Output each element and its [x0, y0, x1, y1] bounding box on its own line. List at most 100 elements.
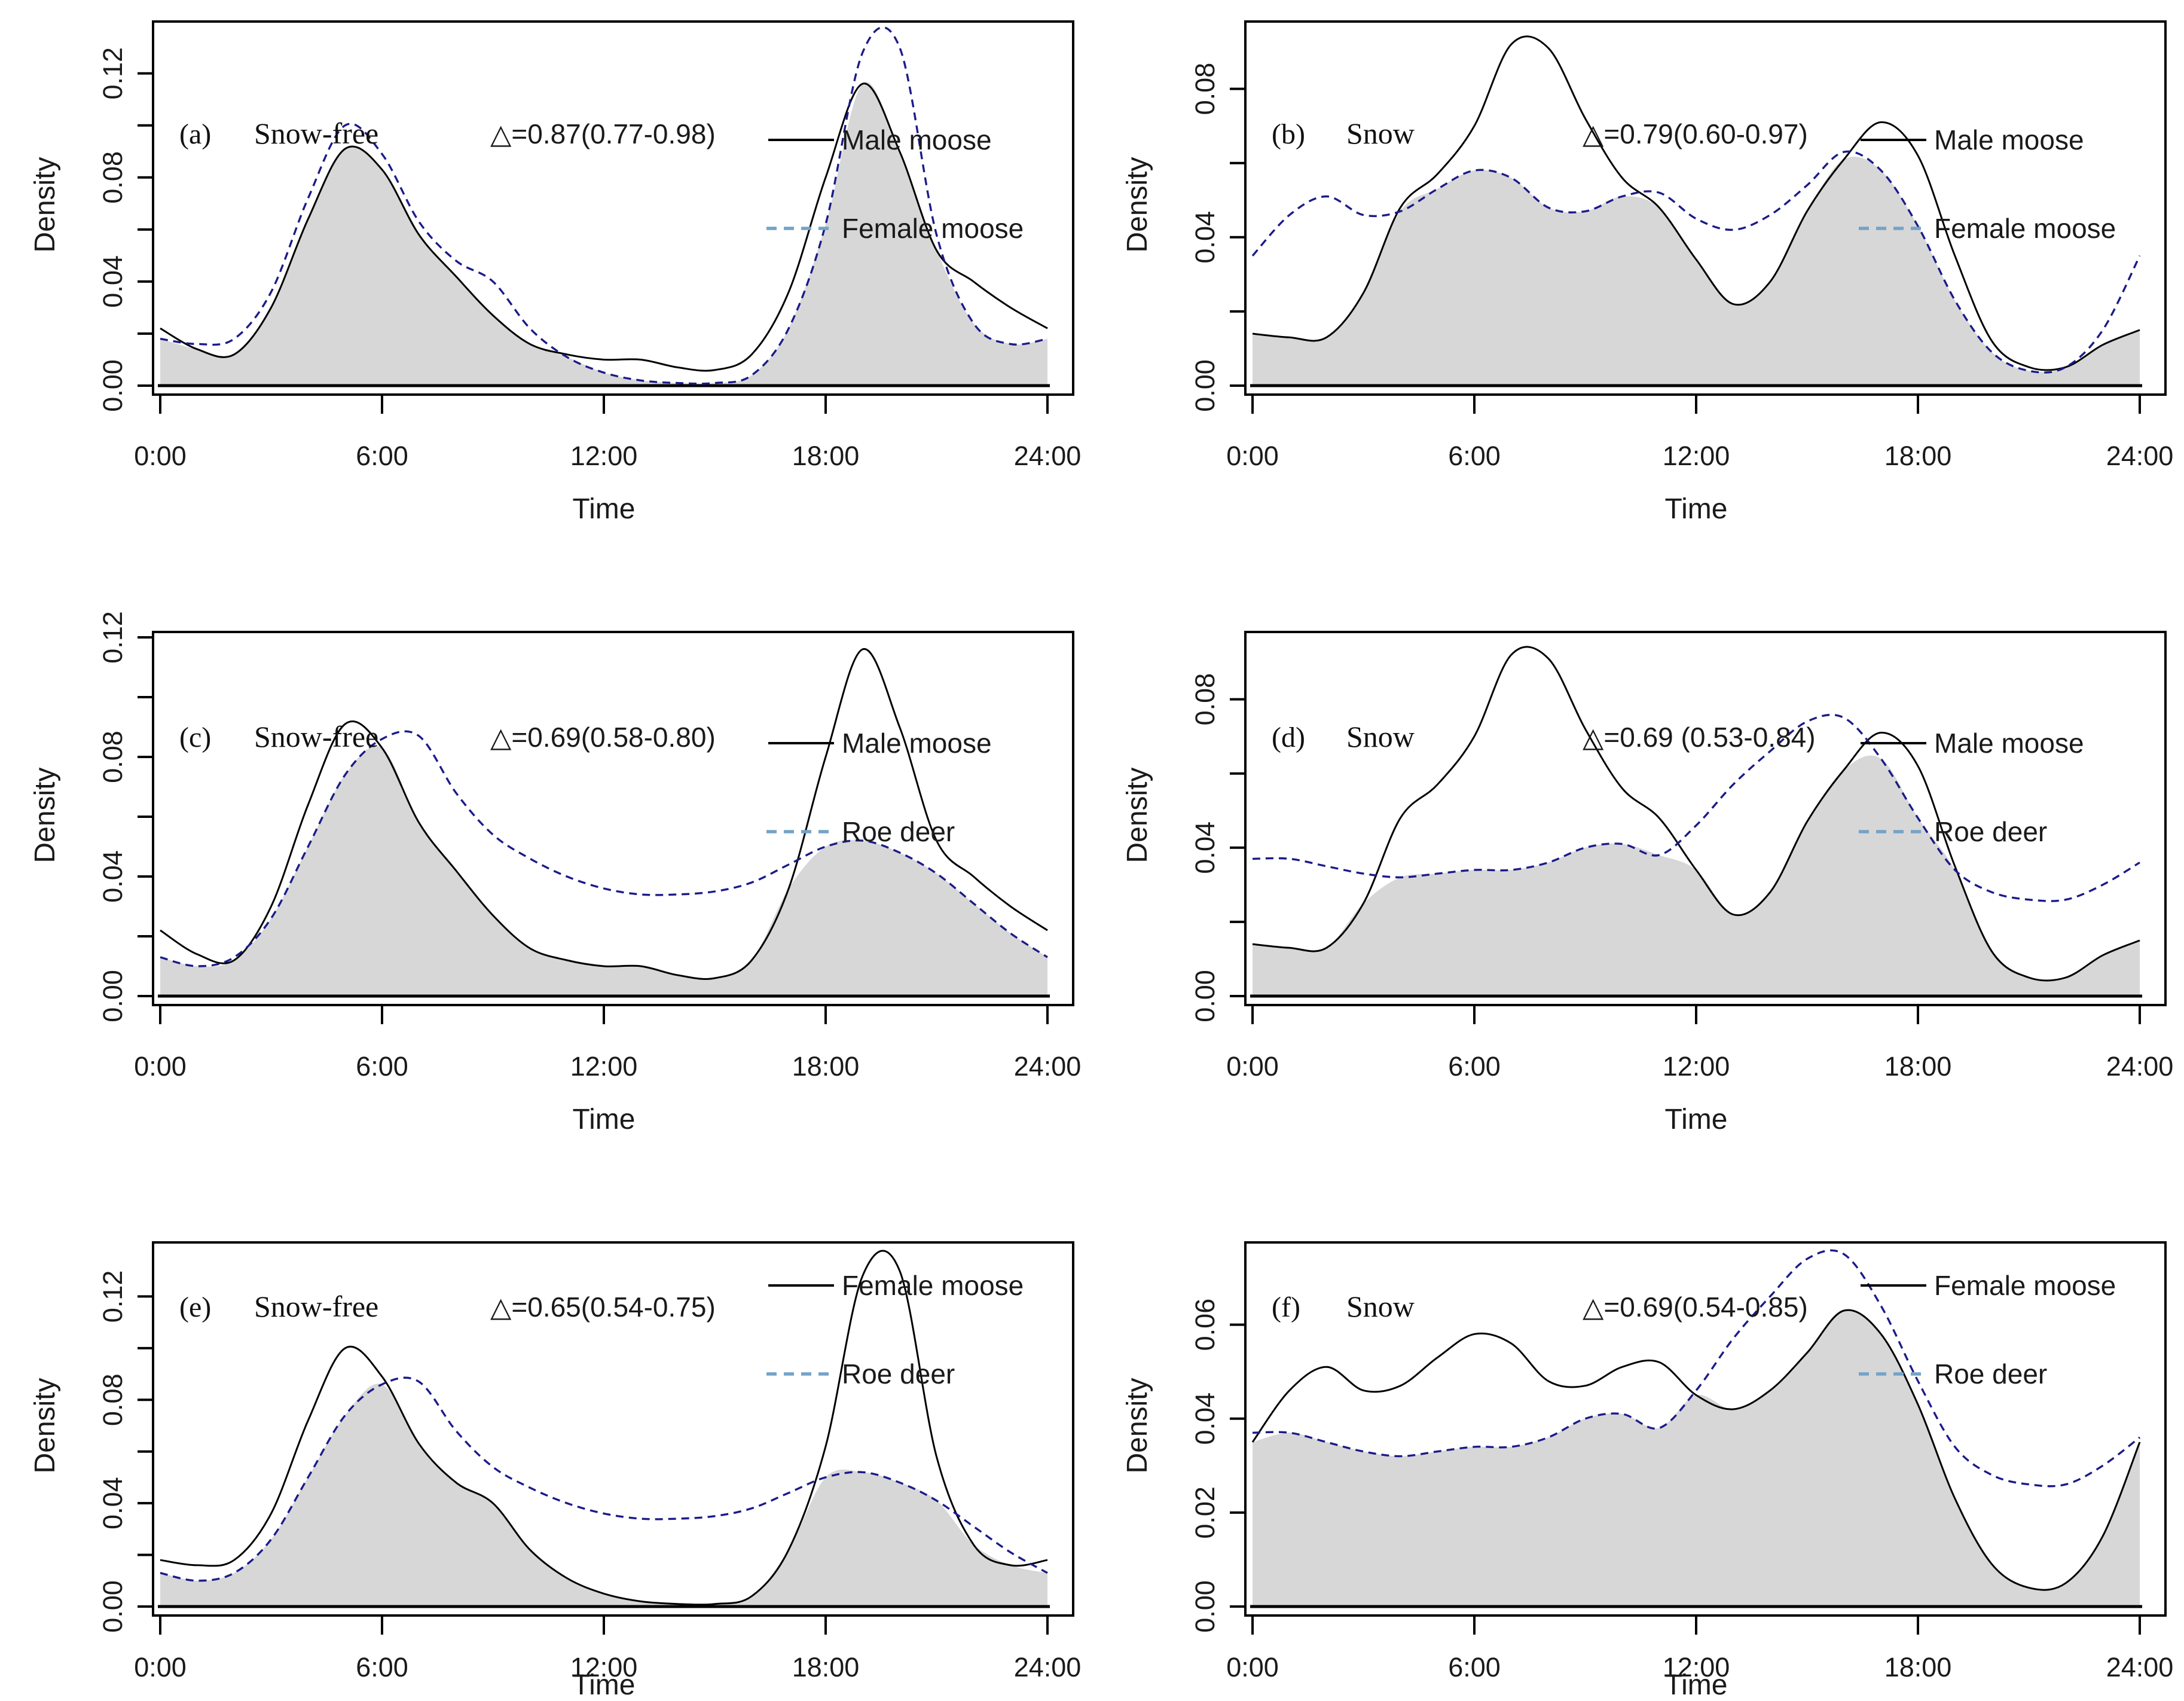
panel-letter: (a) — [179, 118, 211, 150]
y-tick-label: 0.04 — [97, 255, 128, 308]
panel-letter: (e) — [179, 1291, 211, 1323]
condition-label: Snow-free — [254, 720, 378, 753]
legend-solid-label: Male moose — [842, 124, 992, 155]
y-axis-title: Density — [29, 767, 61, 863]
y-axis-title: Density — [29, 157, 61, 252]
overlap-delta-value: △=0.69(0.58-0.80) — [490, 722, 716, 753]
panel-e: 0:00 6:00 12:00 18:00 24:00 Time 0.00 0.04 0.08 0… — [0, 1221, 1092, 1701]
condition-label: Snow — [1346, 720, 1415, 753]
y-tick-label: 0.08 — [97, 151, 128, 204]
y-tick-label: 0.12 — [97, 1271, 128, 1323]
y-tick-label: 0.08 — [1190, 673, 1220, 726]
y-axis-title: Density — [1122, 767, 1153, 863]
y-axis-title: Density — [29, 1378, 61, 1473]
overlap-area — [160, 82, 1047, 384]
solid-density-curve — [1251, 1309, 2141, 1591]
x-tick-label: 0:00 — [1226, 441, 1279, 471]
y-tick-label: 0.04 — [1190, 822, 1220, 874]
x-axis-title: Time — [573, 1104, 636, 1135]
x-tick-label: 0:00 — [134, 1051, 187, 1082]
overlap-delta-value: △=0.69(0.54-0.85) — [1583, 1291, 1808, 1323]
panel-b-chart: 0:00 6:00 12:00 18:00 24:00 Time 0.00 0.04 0.08 D… — [1122, 20, 2174, 525]
x-tick-label: 0:00 — [1226, 1652, 1279, 1682]
x-tick-label: 0:00 — [134, 1652, 187, 1682]
plot-frame — [152, 631, 1074, 1006]
plot-frame — [152, 20, 1074, 396]
panel-a-chart: 0:00 6:00 12:00 18:00 24:00 Time 0.00 0.04 0.08 0… — [29, 20, 1082, 525]
legend-solid-label: Female moose — [842, 1270, 1024, 1301]
x-axis-title: Time — [573, 493, 636, 525]
legend-dashed-label: Female moose — [1934, 213, 2116, 244]
legend-dashed-label: Roe deer — [842, 1358, 955, 1389]
dashed-density-curve — [160, 730, 1048, 967]
x-tick-label: 0:00 — [1226, 1051, 1279, 1082]
y-tick-label: 0.04 — [97, 1477, 128, 1529]
panel-f: 0:00 6:00 12:00 18:00 24:00 Time 0.00 0.02 0.04 0… — [1092, 1221, 2184, 1701]
x-tick-label: 6:00 — [356, 1652, 408, 1682]
x-axis-title: Time — [1665, 1669, 1728, 1701]
x-tick-label: 18:00 — [1884, 1051, 1952, 1082]
x-tick-label: 18:00 — [1884, 441, 1952, 471]
y-tick-label: 0.00 — [1190, 359, 1220, 412]
x-axis-title: Time — [1665, 1104, 1728, 1135]
y-tick-label: 0.00 — [97, 970, 128, 1022]
y-tick-label: 0.04 — [1190, 211, 1220, 264]
panel-b: 0:00 6:00 12:00 18:00 24:00 Time 0.00 0.04 0.08 D… — [1092, 0, 2184, 610]
x-tick-label: 12:00 — [570, 441, 638, 471]
y-tick-label: 0.08 — [97, 1373, 128, 1426]
y-tick-label: 0.04 — [1190, 1392, 1220, 1445]
plot-frame — [1244, 631, 2167, 1006]
y-axis-title: Density — [1122, 157, 1153, 252]
x-axis-title: Time — [1665, 493, 1728, 525]
plot-frame — [152, 1241, 1074, 1617]
overlap-delta-value: △=0.65(0.54-0.75) — [490, 1291, 716, 1323]
legend-dashed-label: Female moose — [842, 213, 1024, 244]
x-tick-label: 18:00 — [792, 1051, 860, 1082]
panel-letter: (c) — [179, 722, 211, 753]
y-tick-label: 0.08 — [97, 731, 128, 783]
solid-density-curve — [1252, 646, 2140, 982]
plot-frame — [1244, 20, 2167, 396]
panel-letter: (b) — [1272, 118, 1305, 150]
panel-letter: (f) — [1272, 1291, 1300, 1323]
dashed-density-curve — [160, 1376, 1048, 1582]
legend-dashed-label: Roe deer — [842, 816, 955, 847]
x-tick-label: 24:00 — [1014, 1652, 1082, 1682]
overlap-delta-value: △=0.79(0.60-0.97) — [1583, 118, 1808, 149]
y-tick-label: 0.12 — [97, 611, 128, 664]
x-tick-label: 6:00 — [1448, 1051, 1501, 1082]
panel-d-chart: 0:00 6:00 12:00 18:00 24:00 Time 0.00 0.04 0.08 D… — [1122, 631, 2173, 1135]
x-axis-title: Time — [573, 1669, 636, 1701]
x-tick-label: 24:00 — [2106, 441, 2174, 471]
x-tick-label: 12:00 — [570, 1051, 638, 1082]
condition-label: Snow-free — [254, 1290, 378, 1323]
x-tick-label: 24:00 — [1014, 441, 1082, 471]
panel-c: 0:00 6:00 12:00 18:00 24:00 Time 0.00 0.04 0.08 0… — [0, 610, 1092, 1221]
legend-solid-label: Male moose — [842, 728, 992, 759]
x-tick-label: 18:00 — [1884, 1652, 1952, 1682]
legend-solid-label: Female moose — [1934, 1270, 2116, 1301]
condition-label: Snow — [1346, 117, 1415, 150]
x-tick-label: 12:00 — [1663, 1652, 1730, 1682]
panel-e-chart: 0:00 6:00 12:00 18:00 24:00 Time 0.00 0.04 0.08 0… — [29, 1241, 1082, 1701]
x-tick-label: 12:00 — [1663, 441, 1730, 471]
panel-f-chart: 0:00 6:00 12:00 18:00 24:00 Time 0.00 0.02 0.04 0… — [1122, 1241, 2174, 1701]
solid-density-curve — [160, 648, 1048, 980]
y-axis-title: Density — [1122, 1378, 1153, 1473]
x-tick-label: 6:00 — [1448, 1652, 1501, 1682]
solid-density-curve — [160, 1250, 1048, 1606]
y-tick-label: 0.00 — [97, 359, 128, 412]
x-tick-label: 12:00 — [1663, 1051, 1730, 1082]
x-tick-label: 0:00 — [134, 441, 187, 471]
x-tick-label: 12:00 — [570, 1652, 638, 1682]
x-tick-label: 18:00 — [792, 441, 860, 471]
dashed-density-curve — [1251, 150, 2141, 374]
y-tick-label: 0.06 — [1190, 1299, 1220, 1351]
y-tick-label: 0.00 — [1190, 970, 1220, 1022]
overlap-area — [160, 746, 1047, 995]
panel-d: 0:00 6:00 12:00 18:00 24:00 Time 0.00 0.04 0.08 D… — [1092, 610, 2184, 1221]
x-tick-label: 6:00 — [356, 441, 408, 471]
x-tick-label: 24:00 — [2106, 1652, 2174, 1682]
overlap-area — [1253, 1310, 2140, 1605]
